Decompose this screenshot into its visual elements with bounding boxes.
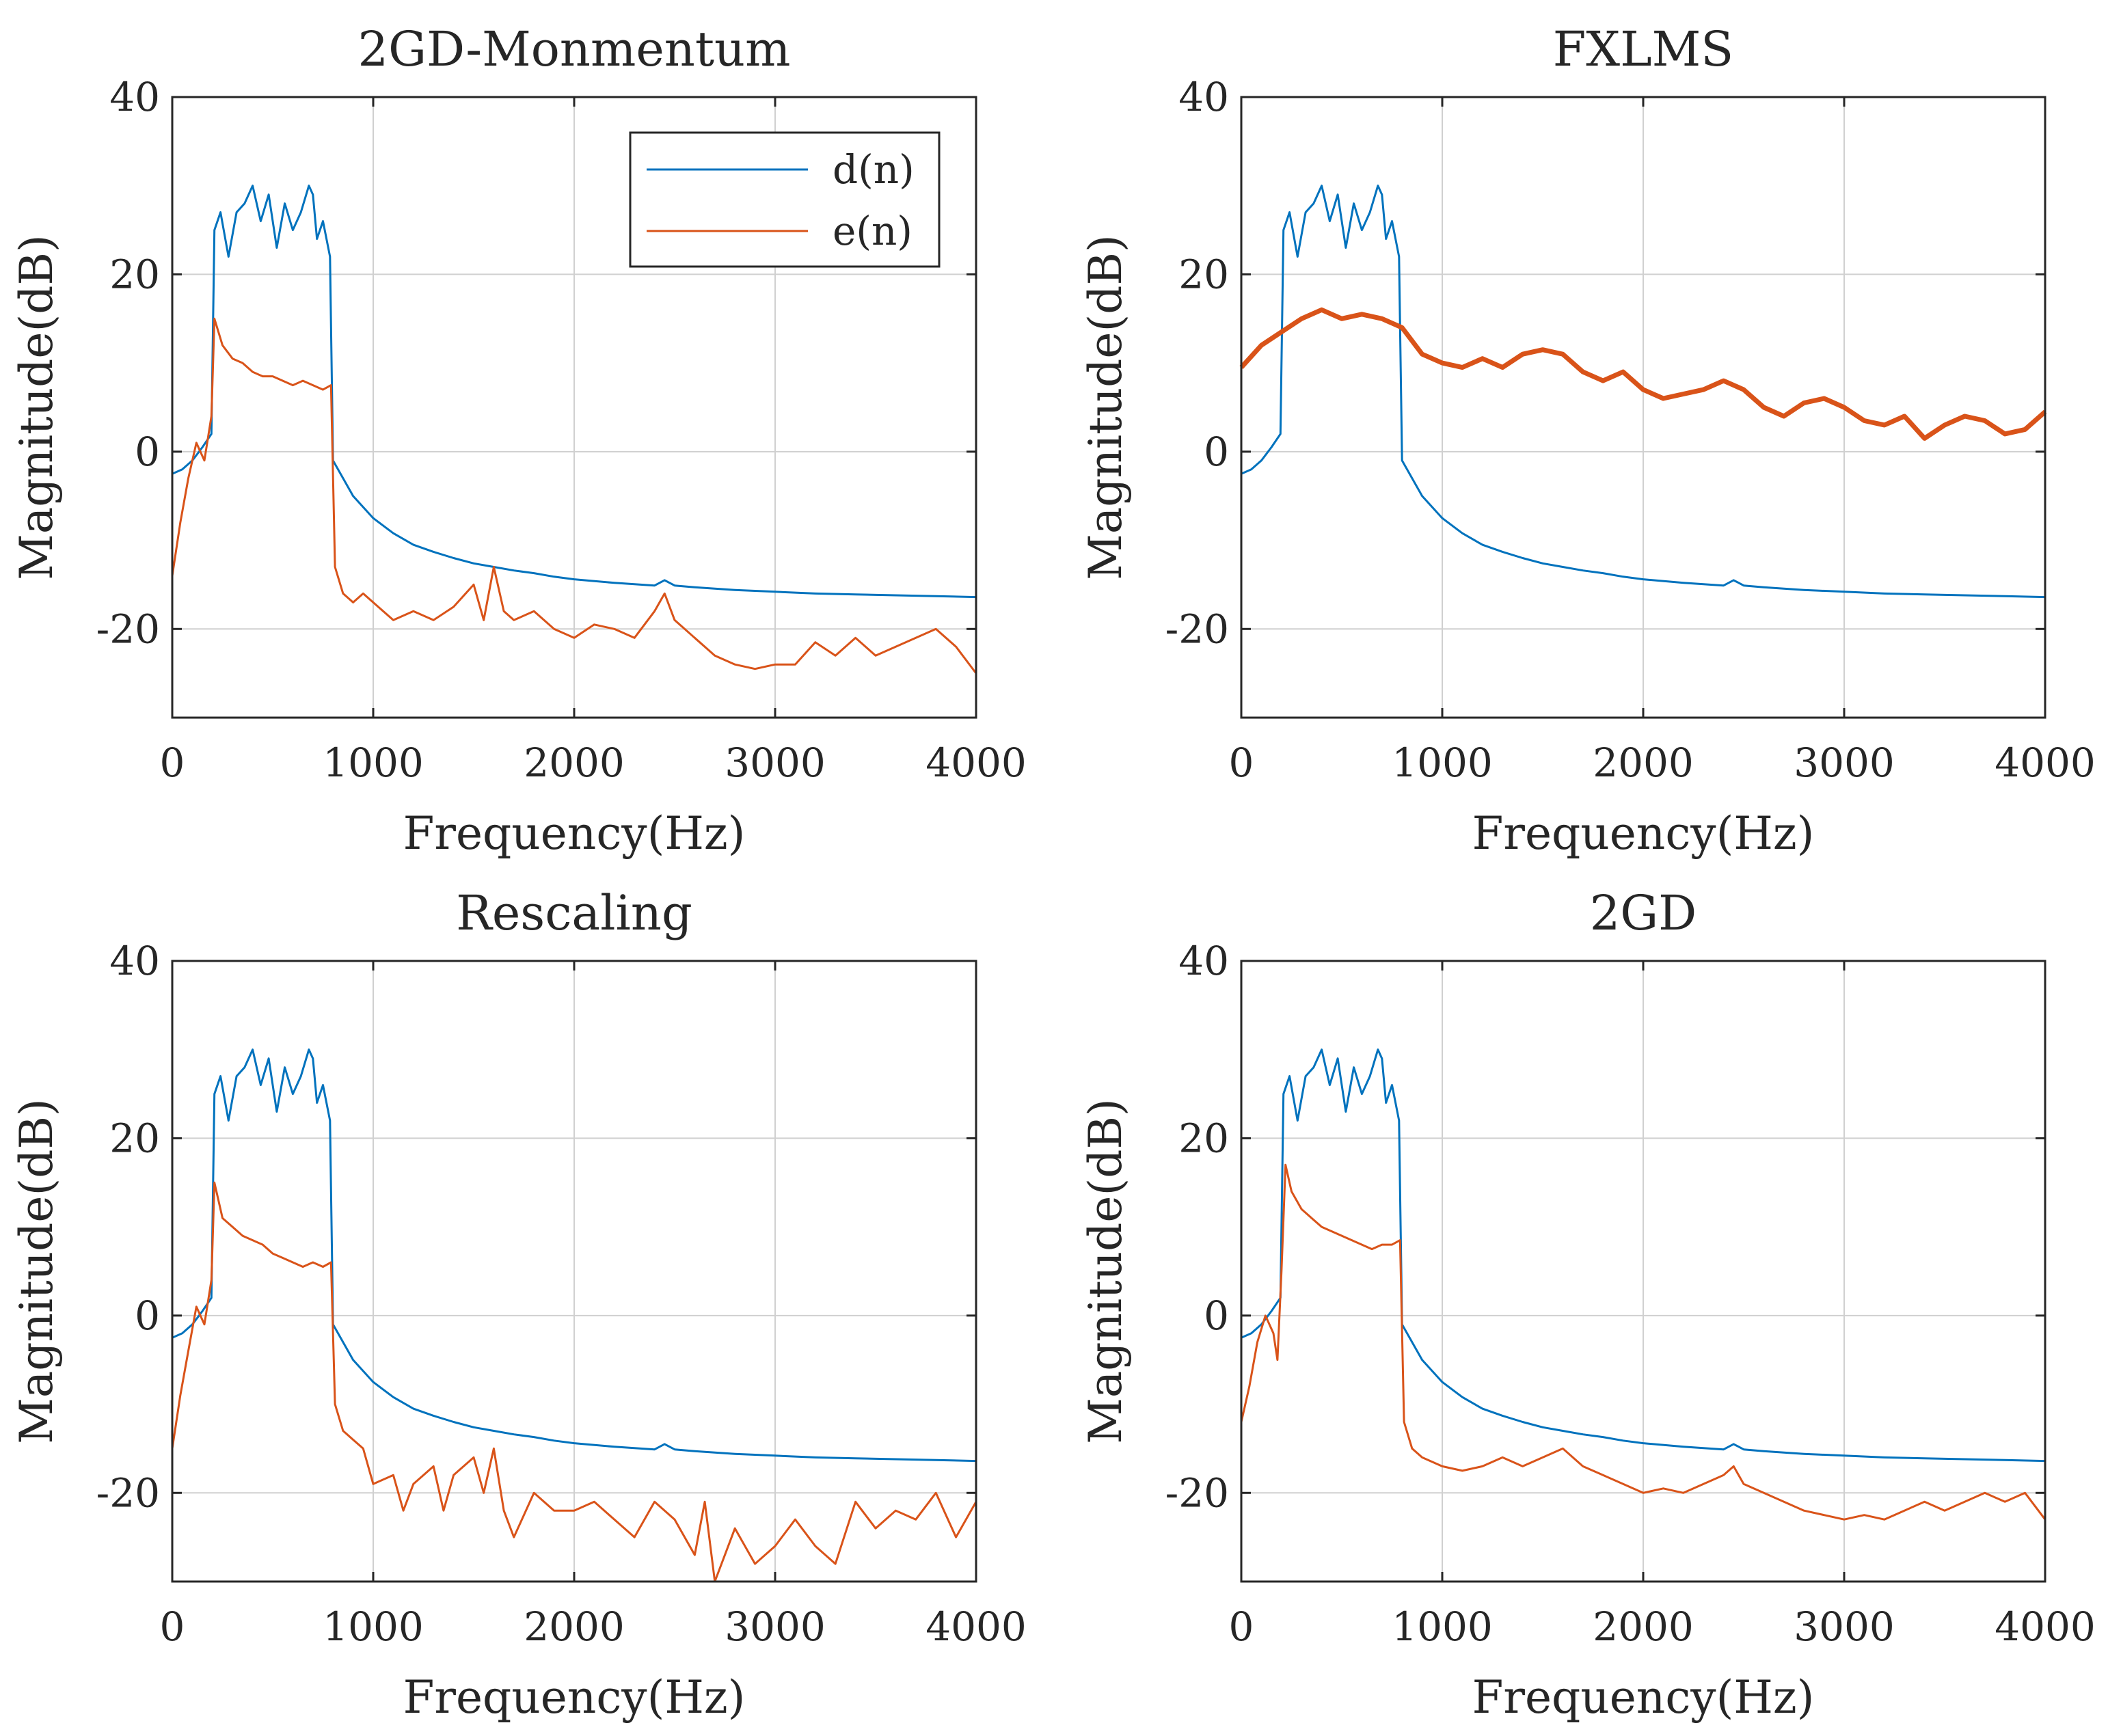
series-line-d <box>1241 185 2046 599</box>
x-tick-label: 4000 <box>1995 740 2096 786</box>
series-line-d <box>172 1048 977 1463</box>
x-tick-label: 0 <box>1229 1603 1254 1650</box>
chart-bottom-left: 0 1000 2000 3000 4000 -20 0 20 40 Rescaling Freque… <box>10 885 1027 1724</box>
chart-title: Rescaling <box>456 885 692 941</box>
x-tick-label: 4000 <box>925 1603 1027 1650</box>
chart-title: 2GD-Monmentum <box>358 21 791 77</box>
x-tick-label: 1000 <box>1392 1603 1493 1650</box>
chart-title: 2GD <box>1590 885 1697 941</box>
chart-title: FXLMS <box>1553 21 1734 77</box>
series-line-e <box>1239 307 2047 441</box>
x-tick-label: 2000 <box>524 1603 625 1650</box>
series-line-e <box>171 317 977 675</box>
x-tick-label: 3000 <box>725 1603 826 1650</box>
y-tick-label: 20 <box>1178 251 1229 297</box>
y-tick-label: 0 <box>135 429 160 475</box>
grid <box>1241 961 2045 1582</box>
y-tick-label: -20 <box>96 606 160 652</box>
x-tick-label: 4000 <box>1995 1603 2096 1650</box>
y-tick-label: 40 <box>1178 938 1229 984</box>
x-axis-label: Frequency(Hz) <box>403 1671 746 1724</box>
chart-top-right: 0 1000 2000 3000 4000 -20 0 20 40 FXLMS Frequency(… <box>1079 21 2096 860</box>
x-tick-label: 0 <box>160 1603 185 1650</box>
legend-label: e(n) <box>833 208 913 254</box>
legend: d(n) e(n) <box>629 131 941 268</box>
chart-bottom-right: 0 1000 2000 3000 4000 -20 0 20 40 2GD Frequency(Hz… <box>1079 885 2096 1724</box>
y-axis-label: Magnitude(dB) <box>10 1098 63 1443</box>
x-tick-label: 3000 <box>1794 740 1895 786</box>
x-tick-label: 2000 <box>524 740 625 786</box>
x-axis-label: Frequency(Hz) <box>403 807 746 860</box>
legend-box <box>629 131 941 268</box>
chart-top-left: 0 1000 2000 3000 4000 -20 0 20 40 2GD-Monmentum Fr… <box>10 21 1027 860</box>
x-tick-label: 2000 <box>1593 740 1694 786</box>
x-tick-label: 0 <box>160 740 185 786</box>
x-tick-label: 1000 <box>323 740 424 786</box>
x-tick-label: 3000 <box>725 740 826 786</box>
y-axis-label: Magnitude(dB) <box>10 234 63 580</box>
y-tick-label: 0 <box>1204 1292 1229 1339</box>
y-tick-label: 40 <box>109 938 160 984</box>
grid <box>172 961 976 1582</box>
y-tick-label: 20 <box>109 1115 160 1161</box>
x-axis-label: Frequency(Hz) <box>1472 807 1815 860</box>
x-tick-label: 1000 <box>1392 740 1493 786</box>
y-tick-label: 40 <box>109 74 160 120</box>
y-tick-label: 0 <box>1204 429 1229 475</box>
y-tick-label: -20 <box>1165 606 1229 652</box>
legend-label: d(n) <box>833 146 915 193</box>
series-line-e <box>171 1181 977 1583</box>
y-tick-label: -20 <box>1165 1469 1229 1516</box>
y-tick-label: 0 <box>135 1292 160 1339</box>
series-line-d <box>172 185 977 599</box>
y-tick-label: 20 <box>109 251 160 297</box>
y-tick-label: 20 <box>1178 1115 1229 1161</box>
x-tick-label: 3000 <box>1794 1603 1895 1650</box>
y-tick-label: -20 <box>96 1469 160 1516</box>
series-line-e <box>1240 1163 2046 1521</box>
y-tick-label: 40 <box>1178 74 1229 120</box>
x-tick-label: 2000 <box>1593 1603 1694 1650</box>
x-tick-label: 1000 <box>323 1603 424 1650</box>
series-line-d <box>1241 1048 2046 1463</box>
y-axis-label: Magnitude(dB) <box>1079 1098 1132 1443</box>
x-tick-label: 0 <box>1229 740 1254 786</box>
x-tick-label: 4000 <box>925 740 1027 786</box>
y-axis-label: Magnitude(dB) <box>1079 234 1132 580</box>
grid <box>1241 97 2045 718</box>
x-axis-label: Frequency(Hz) <box>1472 1671 1815 1724</box>
